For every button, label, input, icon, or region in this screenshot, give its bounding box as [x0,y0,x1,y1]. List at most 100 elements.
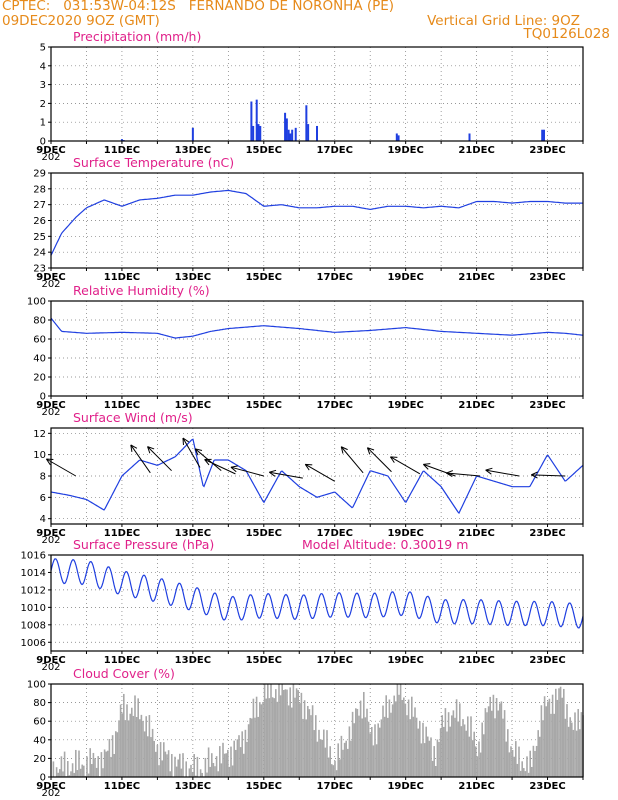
cloud-bar [127,720,130,777]
cloud-bar [292,684,295,777]
wind-arrow-head [147,446,151,454]
cloud-bar [140,714,143,777]
cloud-bar [430,737,432,777]
x-tick-label: 13DEC [175,781,211,792]
y-tick-label: 20 [33,373,46,384]
cloud-bar [569,717,571,777]
x-tick-label: 11DEC [104,528,140,539]
y-tick-label: 1014 [21,568,46,579]
cloud-bar [148,715,151,777]
cloud-bar [257,716,259,777]
wind-arrow-head [485,469,492,475]
cloud-bar [417,728,419,777]
cloud-bar [326,730,328,777]
wind-arrow [340,446,364,474]
cloud-bar [195,775,197,777]
cloud-bar [385,695,387,777]
panel-frame [50,46,584,142]
wind-arrow-shaft [204,459,236,475]
cloud-bar [116,732,119,777]
cloud-bar [132,715,135,777]
cloud-bar [115,731,117,777]
wind-arrow-head [389,456,395,463]
cloud-bar [372,745,375,777]
cloud-bar [343,742,346,777]
cloud-bar [561,697,563,777]
cloud-bar [193,754,195,777]
precip-bar [468,133,471,141]
wind-arrow-head [130,444,138,449]
cloud-bar [571,722,573,777]
cloud-bar [78,750,80,777]
cloud-bar [321,739,323,777]
y-tick-label: 100 [27,680,46,691]
cloud-bar [390,712,392,777]
cloud-bar [212,762,215,777]
y-tick-label: 60 [33,335,46,346]
cloud-bar [287,705,290,777]
x-tick-label: 21DEC [458,528,494,539]
cloud-bar [579,729,581,777]
precip-bar [307,124,310,141]
cloud-bar [409,719,411,777]
panel-title: Surface Pressure (hPa) [73,537,214,552]
wind-arrow-head [446,470,453,474]
x-tick-label: 17DEC [317,272,353,283]
cloud-bar [396,684,399,777]
cloud-bar [217,771,219,777]
cloud-bar [137,698,139,777]
wind-arrow-shaft [340,446,364,474]
cloud-bar [491,710,493,777]
cloud-bar [177,759,179,777]
wind-arrow-shaft [305,463,335,482]
cloud-bar [483,734,485,777]
cloud-bar [398,694,400,777]
y-tick-label: 2 [40,99,46,110]
wind-arrow-shaft [269,471,303,479]
x-year-label: 202 [41,788,60,799]
cloud-bar [465,730,467,777]
cloud-bar [319,739,322,777]
wind-arrow-shaft [531,474,566,477]
cloud-bar [524,771,527,777]
cloud-bar [220,763,223,777]
cloud-bar [95,767,98,777]
x-tick-label: 15DEC [246,528,282,539]
y-tick-label: 4 [40,514,46,525]
x-tick-label: 9DEC [36,145,65,156]
cloud-bar [449,726,451,777]
cloud-bar [111,735,114,777]
cloud-bar [339,759,341,777]
cloud-bar [503,710,506,777]
cloud-bar [351,711,354,777]
cloud-bar [395,701,397,777]
y-tick-label: 24 [33,248,46,259]
y-tick-label: 40 [33,735,46,746]
x-tick-label: 21DEC [458,781,494,792]
cloud-bar [223,753,226,777]
cloud-bar [382,705,384,777]
cloud-bar [563,688,565,777]
cloud-bar [94,758,96,777]
cloud-bar [63,751,66,777]
cloud-bar [422,722,424,777]
precip-bar [395,133,398,141]
header-model-code: TQ0126L028 [523,26,610,42]
wind-arrow-head [531,474,538,479]
cloud-bar [419,721,421,777]
wind-arrow-head [269,469,277,473]
wind-arrow-head [340,446,344,454]
cloud-bar [124,720,127,777]
cloud-bar [135,717,138,777]
wind-arrow-head [182,437,190,443]
y-tick-label: 80 [33,316,46,327]
cloud-bar [566,704,568,777]
cloud-bar [123,693,125,777]
cloud-bar [254,717,256,777]
cloud-bar [555,688,557,777]
wind-arrow [485,467,520,477]
cloud-bar [540,705,543,777]
precip-bar [284,112,287,141]
cloud-bar [412,716,415,777]
